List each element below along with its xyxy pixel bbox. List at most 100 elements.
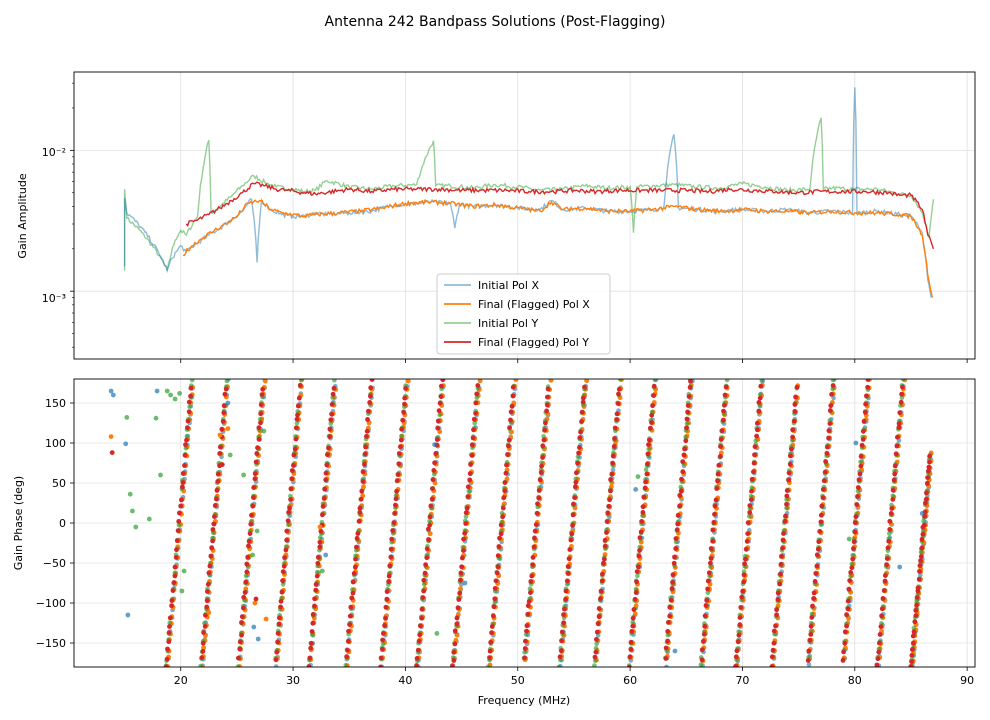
phase-point-final-flagged-pol-y bbox=[498, 531, 504, 537]
phase-point-initial-pol-y bbox=[784, 497, 789, 502]
phase-point-final-flagged-pol-y bbox=[927, 459, 932, 465]
phase-point-final-flagged-pol-y bbox=[399, 426, 404, 432]
phase-outlier-initial-pol-y bbox=[168, 392, 174, 398]
phase-point-final-flagged-pol-y bbox=[398, 437, 404, 443]
phase-point-final-flagged-pol-y bbox=[242, 590, 248, 595]
phase-point-initial-pol-y bbox=[257, 417, 263, 422]
phase-point-final-flagged-pol-y bbox=[205, 581, 211, 587]
phase-point-final-flagged-pol-y bbox=[363, 444, 368, 450]
phase-point-final-flagged-pol-y bbox=[428, 503, 434, 509]
phase-outlier-initial-pol-x bbox=[251, 624, 257, 630]
phase-point-final-flagged-pol-y bbox=[277, 615, 282, 621]
phase-point-final-flagged-pol-y bbox=[530, 562, 535, 567]
phase-point-final-flagged-pol-y bbox=[710, 527, 716, 533]
phase-point-final-flagged-pol-y bbox=[176, 519, 182, 524]
phase-point-final-flagged-pol-y bbox=[777, 581, 782, 587]
phase-point-final-flagged-pol-y bbox=[841, 649, 846, 655]
phase-point-initial-pol-y bbox=[698, 662, 704, 667]
phase-point-final-flagged-pol-y bbox=[323, 470, 329, 476]
phase-point-final-flagged-pol-y bbox=[166, 630, 172, 635]
phase-point-final-flagged-pol-y bbox=[858, 463, 864, 469]
phase-point-final-flagged-pol-y bbox=[414, 656, 420, 661]
phase-point-final-flagged-pol-y bbox=[542, 427, 547, 433]
phase-point-final-flagged-pol-y bbox=[567, 547, 573, 552]
phase-point-initial-pol-y bbox=[746, 514, 752, 519]
phase-point-final-flagged-pol-y bbox=[384, 596, 390, 602]
phase-point-final-flagged-pol-y bbox=[383, 616, 388, 621]
phase-point-final-flagged-pol-y bbox=[711, 520, 717, 525]
phase-outlier-initial-pol-x bbox=[125, 612, 131, 618]
phase-point-final-flagged-pol-y bbox=[507, 425, 512, 430]
phase-point-final-flagged-pol-y bbox=[172, 573, 178, 579]
phase-point-final-flagged-pol-y bbox=[274, 649, 280, 655]
phase-point-initial-pol-y bbox=[575, 454, 581, 459]
phase-point-final-flagged-pol-y bbox=[788, 453, 793, 459]
phase-outlier-initial-pol-y bbox=[254, 528, 260, 534]
phase-point-final-flagged-pol-y bbox=[649, 412, 655, 418]
phase-point-final-flagged-pol-y bbox=[465, 494, 471, 499]
phase-point-final-flagged-pol-x bbox=[405, 379, 411, 384]
phase-point-final-flagged-pol-y bbox=[416, 638, 422, 644]
phase-point-final-flagged-pol-y bbox=[721, 408, 726, 414]
phase-point-initial-pol-y bbox=[499, 510, 505, 516]
phase-point-final-flagged-pol-y bbox=[388, 554, 394, 560]
phase-point-final-flagged-pol-y bbox=[540, 455, 545, 460]
phase-point-final-flagged-pol-y bbox=[381, 631, 386, 636]
phase-point-final-flagged-pol-y bbox=[681, 452, 687, 458]
phase-point-final-flagged-pol-y bbox=[292, 446, 298, 452]
phase-point-final-flagged-pol-y bbox=[464, 505, 470, 511]
phase-point-final-flagged-pol-y bbox=[639, 519, 644, 524]
phase-point-final-flagged-pol-y bbox=[378, 655, 384, 661]
phase-outlier-initial-pol-x bbox=[110, 392, 116, 398]
phase-point-final-flagged-pol-y bbox=[734, 648, 740, 654]
phase-point-final-flagged-pol-y bbox=[426, 526, 431, 532]
phase-point-final-flagged-pol-y bbox=[329, 402, 335, 407]
phase-point-final-flagged-pol-y bbox=[392, 511, 397, 516]
phase-point-final-flagged-pol-y bbox=[749, 476, 755, 482]
phase-point-final-flagged-pol-y bbox=[423, 562, 428, 568]
phase-y-tick-label: −150 bbox=[36, 637, 66, 650]
phase-point-final-flagged-pol-y bbox=[742, 561, 747, 567]
phase-point-final-flagged-pol-y bbox=[896, 425, 902, 430]
phase-point-final-flagged-pol-y bbox=[386, 579, 391, 585]
phase-point-final-flagged-pol-y bbox=[465, 484, 471, 490]
phase-point-initial-pol-y bbox=[643, 467, 649, 473]
phase-point-final-flagged-pol-y bbox=[908, 664, 914, 667]
phase-point-final-flagged-pol-y bbox=[314, 573, 320, 579]
phase-point-final-flagged-pol-y bbox=[579, 409, 585, 415]
phase-point-final-flagged-pol-y bbox=[811, 590, 817, 596]
phase-point-final-flagged-pol-y bbox=[733, 663, 739, 667]
phase-point-initial-pol-y bbox=[573, 476, 579, 482]
phase-point-final-flagged-pol-y bbox=[683, 438, 689, 444]
phase-point-final-flagged-pol-y bbox=[255, 445, 260, 451]
phase-point-final-flagged-pol-y bbox=[863, 401, 868, 407]
phase-point-final-flagged-pol-y bbox=[437, 400, 443, 406]
phase-point-final-flagged-pol-y bbox=[665, 629, 671, 634]
phase-point-final-flagged-pol-y bbox=[640, 504, 646, 510]
phase-point-final-flagged-pol-y bbox=[348, 604, 354, 610]
phase-outlier-initial-pol-x bbox=[462, 580, 468, 586]
phase-point-final-flagged-pol-y bbox=[667, 613, 673, 619]
phase-point-final-flagged-pol-y bbox=[852, 529, 858, 535]
phase-point-final-flagged-pol-y bbox=[345, 647, 350, 653]
phase-point-final-flagged-pol-y bbox=[920, 531, 926, 537]
phase-point-final-flagged-pol-y bbox=[180, 480, 186, 485]
phase-point-final-flagged-pol-y bbox=[351, 571, 357, 576]
phase-point-initial-pol-y bbox=[593, 658, 598, 663]
phase-outlier-initial-pol-y bbox=[133, 524, 139, 530]
phase-point-initial-pol-y bbox=[380, 641, 386, 647]
phase-point-final-flagged-pol-y bbox=[414, 663, 419, 667]
phase-point-final-flagged-pol-y bbox=[495, 553, 501, 559]
phase-point-final-flagged-pol-y bbox=[354, 535, 360, 541]
phase-point-final-flagged-pol-y bbox=[387, 563, 393, 569]
phase-point-final-flagged-pol-y bbox=[773, 623, 778, 629]
phase-point-final-flagged-pol-y bbox=[358, 496, 364, 502]
phase-point-initial-pol-x bbox=[806, 662, 812, 667]
phase-outlier-initial-pol-y bbox=[158, 472, 163, 478]
phase-point-final-flagged-pol-y bbox=[531, 544, 537, 550]
phase-point-final-flagged-pol-y bbox=[244, 569, 250, 575]
phase-point-final-flagged-pol-y bbox=[810, 603, 815, 609]
phase-point-final-flagged-pol-y bbox=[250, 503, 256, 509]
phase-outlier-initial-pol-x bbox=[123, 441, 129, 447]
phase-point-final-flagged-pol-y bbox=[544, 408, 549, 414]
